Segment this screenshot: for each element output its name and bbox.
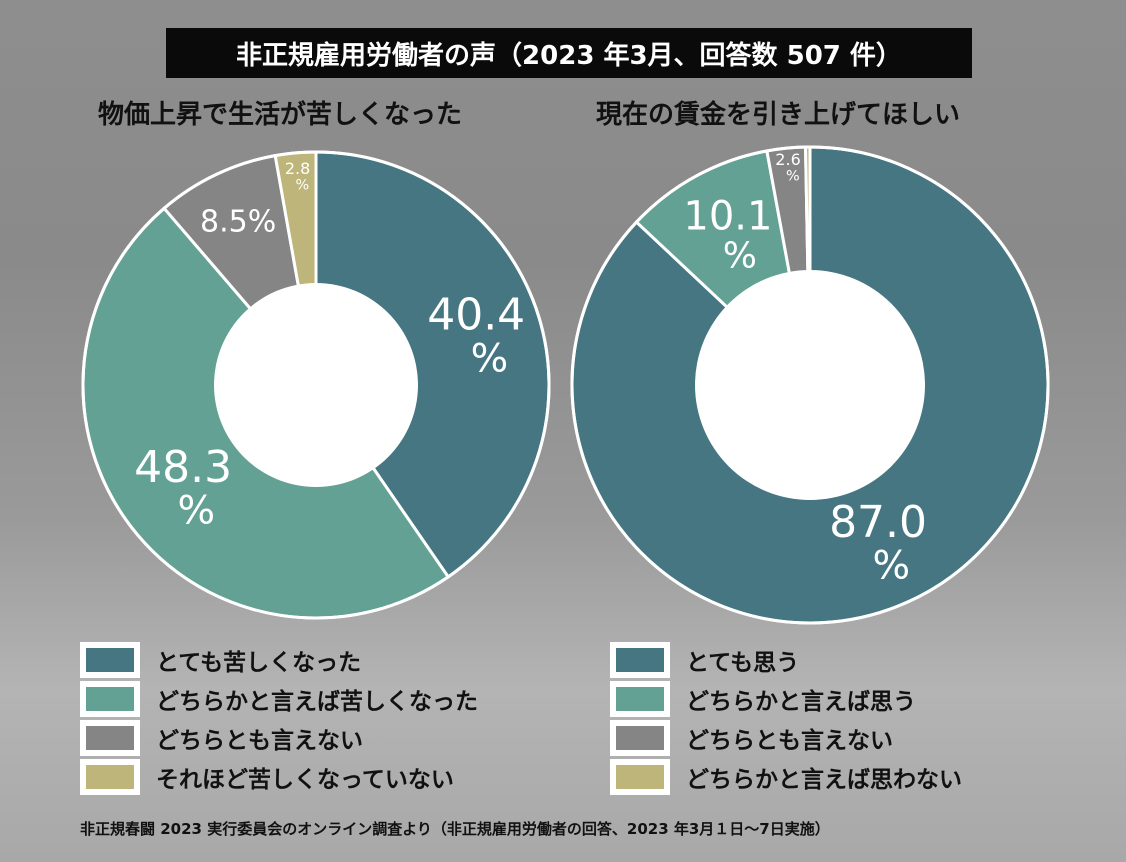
donut-hole xyxy=(695,270,925,500)
legend-item: どちらかと言えば思わない xyxy=(610,757,962,796)
legend-item: どちらかと言えば苦しくなった xyxy=(80,679,478,718)
data-label: 10.1 xyxy=(683,194,772,240)
donut-hole xyxy=(214,283,418,487)
legend-swatch xyxy=(610,719,670,756)
data-label: % xyxy=(178,488,216,534)
legend-swatch xyxy=(80,641,140,678)
legend-label: どちらとも言えない xyxy=(686,727,893,754)
data-label: 48.3 xyxy=(134,442,232,493)
legend-left: とても苦しくなった どちらかと言えば苦しくなった どちらとも言えない それほど苦… xyxy=(80,640,478,796)
legend-label: どちらとも言えない xyxy=(156,727,363,754)
legend-item: とても思う xyxy=(610,640,962,679)
data-label: % xyxy=(872,543,910,589)
legend-right: とても思う どちらかと言えば思う どちらとも言えない どちらかと言えば思わない xyxy=(610,640,962,796)
data-label: % xyxy=(786,168,800,184)
data-label: % xyxy=(471,335,509,381)
data-label: 8.5% xyxy=(200,204,276,239)
legend-label: どちらかと言えば苦しくなった xyxy=(156,688,478,715)
legend-item: どちらとも言えない xyxy=(80,718,478,757)
chart-title-right: 現在の賃金を引き上げてほしい xyxy=(596,100,961,130)
legend-label: とても思う xyxy=(686,649,800,676)
page-title: 非正規雇用労働者の声（2023 年3月、回答数 507 件） xyxy=(166,28,972,78)
legend-swatch xyxy=(610,758,670,795)
legend-label: どちらかと言えば思う xyxy=(686,688,916,715)
chart-title-left: 物価上昇で生活が苦しくなった xyxy=(98,100,463,130)
data-label: % xyxy=(296,177,310,193)
legend-item: どちらとも言えない xyxy=(610,718,962,757)
data-label: 40.4 xyxy=(427,290,525,341)
legend-swatch xyxy=(80,719,140,756)
data-label: 87.0 xyxy=(829,497,927,548)
legend-label: とても苦しくなった xyxy=(156,649,362,676)
legend-item: とても苦しくなった xyxy=(80,640,478,679)
legend-swatch xyxy=(80,758,140,795)
legend-swatch xyxy=(610,680,670,717)
legend-label: それほど苦しくなっていない xyxy=(156,766,454,793)
legend-label: どちらかと言えば思わない xyxy=(686,766,962,793)
legend-swatch xyxy=(80,680,140,717)
data-label: 2.6 xyxy=(775,150,800,169)
data-label: % xyxy=(723,236,757,277)
legend-swatch xyxy=(610,641,670,678)
data-label: 2.8 xyxy=(285,159,310,178)
legend-item: それほど苦しくなっていない xyxy=(80,757,478,796)
donut-outline xyxy=(570,145,1050,625)
donut-outline xyxy=(81,150,551,620)
source-note: 非正規春闘 2023 実行委員会のオンライン調査より（非正規雇用労働者の回答、2… xyxy=(80,820,830,838)
legend-item: どちらかと言えば思う xyxy=(610,679,962,718)
